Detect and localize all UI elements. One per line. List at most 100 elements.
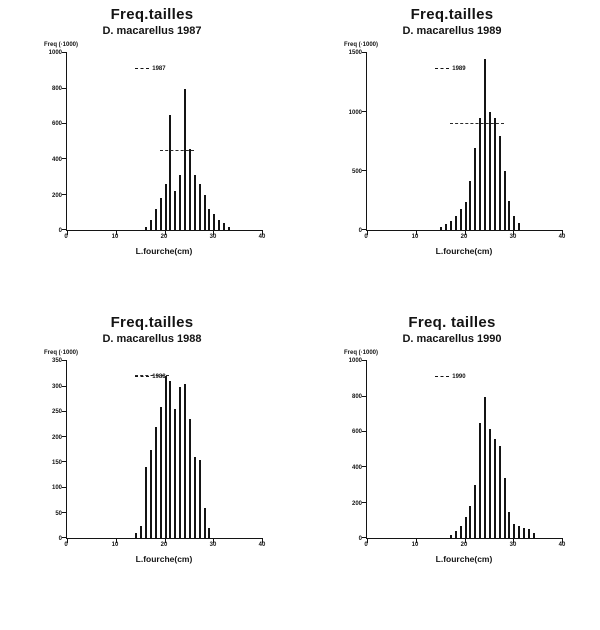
histogram-bar	[474, 147, 477, 231]
y-tick-label: 1000	[48, 50, 62, 57]
histogram-bar	[508, 200, 511, 231]
histogram-bar	[208, 209, 211, 231]
histogram-bar	[484, 396, 486, 539]
histogram-bar	[203, 194, 206, 231]
y-tick-mark	[362, 466, 367, 468]
histogram-bar	[523, 527, 525, 539]
chart-1988: Freq.tailles D. macarellus 1988 Freq (·1…	[2, 314, 302, 622]
y-tick-mark	[362, 431, 367, 433]
x-tick-label: 20	[160, 234, 168, 241]
x-tick-mark	[262, 538, 263, 544]
histogram-bar	[464, 517, 467, 539]
legend: 1987	[135, 65, 166, 72]
plot-area: 1988	[62, 360, 263, 544]
y-axis-tick-labels: 0 50 100 150 200 250 300 350	[40, 358, 66, 543]
histogram-bar	[140, 525, 143, 539]
histogram-bar	[169, 381, 172, 539]
plot-block: Freq (·1000) 0 500 1000 1500 1989 0 10 20 30 40…	[340, 42, 565, 256]
y-tick-mark	[362, 501, 367, 503]
x-tick-mark	[562, 538, 563, 544]
histogram-bar	[498, 446, 501, 539]
y-tick-label: 0	[358, 228, 362, 235]
x-tick-mark	[164, 538, 166, 544]
reference-dashed-line	[159, 149, 194, 151]
histogram-bar	[179, 175, 182, 231]
histogram-bar	[459, 525, 462, 539]
x-tick-mark	[367, 538, 368, 544]
y-tick-label: 350	[51, 358, 62, 365]
y-tick-mark	[62, 486, 67, 488]
y-tick-mark	[62, 360, 67, 362]
histogram-bar	[193, 457, 196, 539]
histogram-bar	[479, 118, 482, 231]
chart-title: Freq. tailles	[408, 314, 496, 331]
histogram-bar	[493, 439, 496, 539]
legend-label: 1990	[452, 373, 466, 380]
y-tick-label: 600	[351, 429, 362, 436]
legend-dash-icon	[135, 376, 150, 378]
legend: 1990	[435, 373, 466, 380]
histogram-bar	[469, 506, 472, 539]
y-tick-label: 200	[351, 500, 362, 507]
plot-area: 1987	[62, 52, 263, 236]
x-tick-mark	[67, 230, 68, 236]
legend-label: 1987	[152, 65, 166, 72]
y-tick-mark	[62, 229, 67, 231]
histogram-bar	[184, 384, 186, 539]
y-tick-mark	[62, 158, 67, 160]
chart-1989: Freq.tailles D. macarellus 1989 Freq (·1…	[302, 6, 600, 314]
histogram-bar	[145, 226, 147, 231]
y-tick-label: 250	[51, 409, 62, 416]
x-tick-label: 20	[460, 542, 468, 549]
y-tick-label: 1500	[348, 50, 362, 57]
histogram-bar	[488, 112, 491, 231]
reference-dashed-line	[449, 123, 504, 125]
y-tick-label: 0	[58, 228, 62, 235]
x-tick-label: 30	[509, 234, 517, 241]
histogram-bar	[174, 409, 177, 539]
histogram-bar	[474, 485, 477, 539]
y-tick-mark	[62, 537, 67, 539]
x-tick-label: 30	[509, 542, 517, 549]
legend-dash-icon	[435, 68, 450, 70]
y-tick-label: 50	[55, 510, 62, 517]
histogram-bar	[488, 428, 491, 539]
histogram-bar	[208, 528, 211, 539]
y-tick-label: 300	[51, 383, 62, 390]
histogram-bar	[174, 191, 177, 231]
x-tick-mark	[67, 538, 68, 544]
histogram-bar	[169, 115, 172, 231]
y-axis-label: Freq (·1000)	[44, 350, 79, 357]
x-tick-mark	[464, 538, 466, 544]
x-tick-label: 0	[64, 234, 68, 241]
histogram-bar	[213, 214, 216, 231]
x-tick-label: 40	[558, 542, 566, 549]
y-tick-mark	[362, 111, 367, 113]
y-tick-label: 500	[351, 168, 362, 175]
histogram-bar	[513, 216, 516, 231]
y-tick-label: 0	[58, 536, 62, 543]
y-tick-label: 400	[351, 465, 362, 472]
histogram-bar	[154, 427, 157, 539]
histogram-bar	[203, 507, 206, 539]
plot-block: Freq (·1000) 0 200 400 600 800 1000 1990 0 10 2…	[340, 350, 566, 564]
y-tick-mark	[62, 436, 67, 438]
histogram-bar	[445, 224, 447, 231]
plot-block: Freq (·1000) 0 200 400 600 800 1000 1987 0 10 2…	[40, 42, 266, 257]
x-tick-label: 0	[364, 542, 368, 549]
x-tick-mark	[115, 230, 117, 236]
reference-dashed-line	[135, 375, 170, 377]
y-axis-label: Freq (·1000)	[344, 42, 379, 49]
histogram-bar	[518, 223, 521, 231]
x-tick-label: 30	[209, 542, 217, 549]
histogram-bar	[503, 478, 506, 539]
y-tick-mark	[62, 87, 67, 89]
histogram-bar	[179, 386, 182, 539]
x-tick-mark	[415, 538, 417, 544]
x-tick-label: 40	[258, 234, 266, 241]
x-axis-label: L.fourche(cm)	[135, 246, 193, 257]
x-tick-mark	[164, 230, 166, 236]
chart-subtitle: D. macarellus 1989	[402, 25, 502, 38]
histogram-bar	[503, 171, 506, 231]
